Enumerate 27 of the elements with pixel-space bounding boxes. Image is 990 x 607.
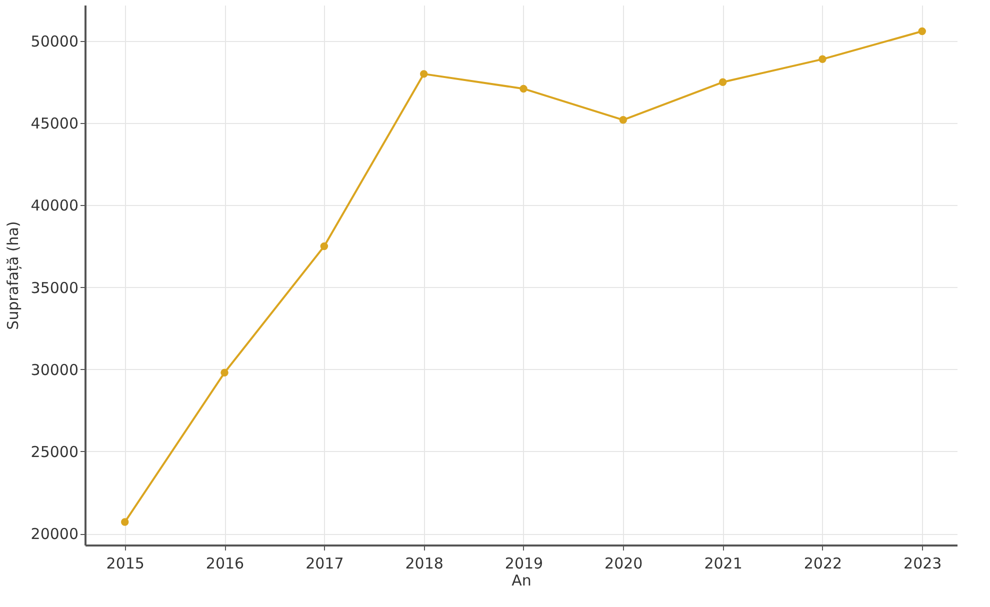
x-tick-label: 2019 (504, 554, 544, 572)
x-tick-label: 2016 (206, 554, 244, 572)
point (718, 78, 727, 86)
x-tick-label: 2020 (604, 554, 643, 572)
point (420, 70, 428, 78)
x-tick-label: 2021 (704, 554, 742, 572)
y-tick-label: 30000 (30, 360, 78, 379)
x-axis-title: An (512, 572, 532, 590)
x-tick-label: 2018 (405, 554, 444, 572)
y-tick-label: 25000 (30, 442, 78, 461)
x-tick-label: 2017 (306, 554, 344, 572)
y-tick-label: 40000 (30, 196, 78, 215)
point (818, 55, 826, 64)
y-tick-label: 45000 (30, 114, 78, 133)
y-axis-title: Suprafață (ha) (4, 221, 22, 330)
point (220, 368, 228, 377)
x-tick-label: 2023 (904, 554, 942, 572)
point (918, 27, 926, 36)
point (120, 518, 129, 526)
x-tick-label: 2015 (106, 554, 144, 572)
point (520, 84, 528, 93)
point (619, 116, 628, 124)
point (320, 242, 328, 250)
x-tick-label: 2022 (804, 554, 842, 572)
y-tick-label: 20000 (30, 525, 78, 544)
y-tick-label: 50000 (30, 32, 78, 51)
y-tick-label: 35000 (30, 278, 78, 297)
